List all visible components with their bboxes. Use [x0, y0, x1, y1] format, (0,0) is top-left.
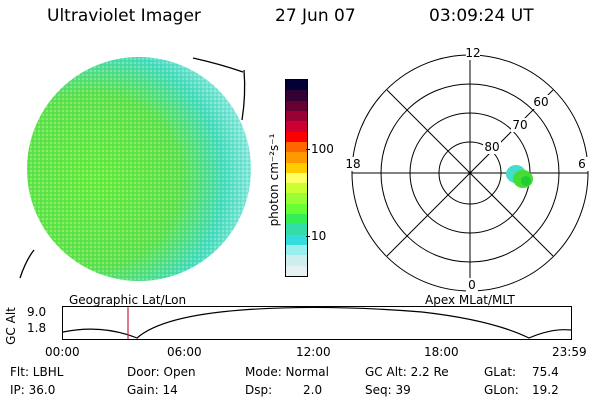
colorbar-tick-mark	[306, 149, 310, 150]
lat-label-70: 70	[512, 118, 527, 132]
colorbar-unit-label: photon cm⁻²s⁻¹	[267, 133, 281, 227]
dsp-value: 2.0	[303, 383, 323, 397]
x-tick-0600: 06:00	[167, 345, 202, 359]
colorbar-segment	[286, 131, 307, 142]
glat-value: 75.4	[532, 365, 559, 379]
instrument-title: Ultraviolet Imager	[47, 6, 201, 26]
colorbar-segment	[286, 90, 307, 101]
limb-arc-left	[19, 249, 35, 279]
limb-arc-right	[241, 69, 246, 121]
filter-status: Flt: LBHL	[10, 365, 64, 379]
colorbar-segment	[286, 234, 307, 245]
colorbar-segment	[286, 100, 307, 111]
date-label: 27 Jun 07	[275, 6, 356, 26]
colorbar-tick-10: 10	[311, 229, 327, 243]
colorbar-segment	[286, 110, 307, 122]
colorbar-segment	[286, 224, 307, 235]
colorbar-tick-mark	[306, 236, 310, 237]
gc-alt-status: GC Alt: 2.2 Re	[365, 365, 449, 379]
uv-image-panel	[19, 57, 251, 281]
colorbar-segment	[286, 141, 307, 153]
x-tick-1800: 18:00	[424, 345, 459, 359]
colorbar-segment	[286, 152, 307, 163]
dsp-label: Dsp:	[245, 383, 273, 397]
altitude-curve	[62, 306, 572, 339]
timeline-axis-title: GC Alt	[4, 307, 18, 345]
mode-status: Mode: Normal	[245, 365, 329, 379]
colorbar-tick-100: 100	[311, 142, 334, 156]
x-tick-0000: 00:00	[45, 345, 80, 359]
glon-label: GLon:	[484, 383, 519, 397]
x-tick-1200: 12:00	[296, 345, 331, 359]
colorbar	[285, 79, 308, 277]
colorbar-segment	[286, 183, 307, 194]
door-status: Door: Open	[127, 365, 196, 379]
colorbar-segment	[286, 255, 307, 266]
timeline-right-label: Apex MLat/MLT	[425, 293, 515, 307]
clock-label-12: 12	[465, 46, 480, 60]
lat-label-60: 60	[533, 95, 548, 109]
colorbar-segment	[286, 172, 307, 184]
earth-disk	[27, 57, 251, 281]
colorbar-segment	[286, 265, 307, 276]
seq-status: Seq: 39	[365, 383, 411, 397]
lat-label-80: 80	[484, 140, 499, 154]
colorbar-segment	[286, 121, 307, 132]
aurora-blob	[506, 165, 533, 188]
clock-label-18: 18	[345, 157, 360, 171]
y-tick-9: 9.0	[27, 305, 47, 319]
limb-arc-top	[192, 57, 244, 73]
time-label: 03:09:24 UT	[429, 6, 534, 26]
glon-value: 19.2	[532, 383, 559, 397]
polar-plot: 12 18 6 0 60 70 80	[342, 46, 589, 292]
ip-status: IP: 36.0	[10, 383, 56, 397]
colorbar-segment	[286, 214, 307, 225]
polar-diagonal	[386, 89, 554, 257]
colorbar-segment	[286, 203, 307, 215]
clock-label-0: 0	[468, 278, 476, 292]
y-tick-1.8: 1.8	[27, 321, 47, 335]
timeline-left-label: Geographic Lat/Lon	[69, 293, 187, 307]
colorbar-segment	[286, 245, 307, 256]
colorbar-segment	[286, 80, 307, 91]
colorbar-segment	[286, 193, 307, 204]
colorbar-segment	[286, 162, 307, 173]
glat-label: GLat:	[484, 365, 517, 379]
clock-label-6: 6	[578, 157, 586, 171]
timeline-frame	[62, 306, 572, 340]
altitude-timeline	[62, 306, 572, 340]
gain-status: Gain: 14	[127, 383, 178, 397]
x-tick-2359: 23:59	[552, 345, 587, 359]
